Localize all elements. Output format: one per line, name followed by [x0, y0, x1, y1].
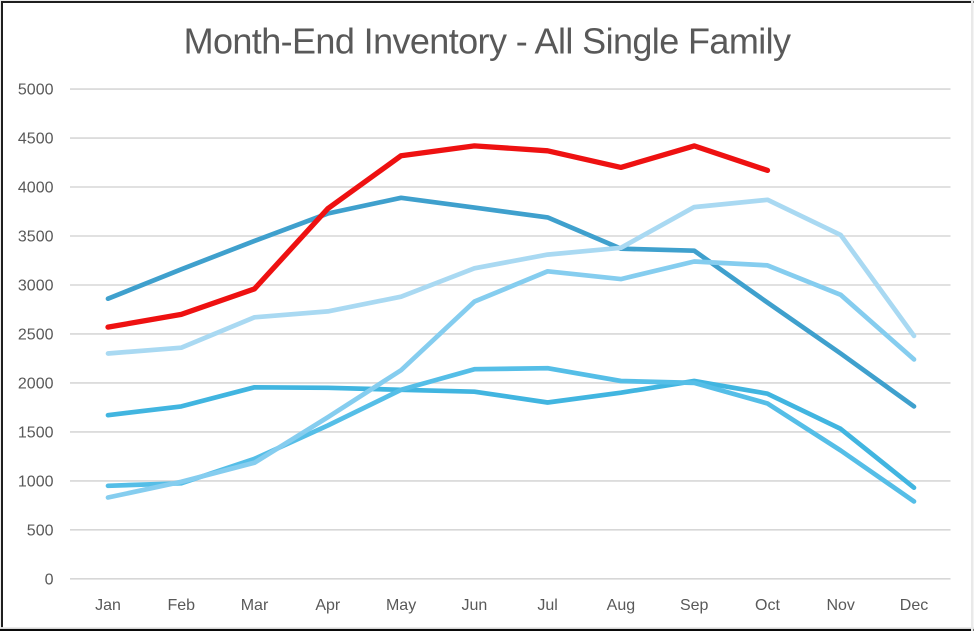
svg-text:Dec: Dec: [900, 597, 928, 614]
svg-text:4500: 4500: [18, 131, 54, 148]
svg-text:2500: 2500: [18, 326, 54, 343]
svg-text:3500: 3500: [18, 229, 54, 246]
svg-text:Jan: Jan: [95, 597, 121, 614]
svg-text:Jul: Jul: [537, 597, 557, 614]
svg-text:2000: 2000: [18, 375, 54, 392]
svg-text:Sep: Sep: [680, 597, 709, 614]
svg-text:3000: 3000: [18, 278, 54, 295]
svg-text:500: 500: [27, 522, 54, 539]
svg-text:1500: 1500: [18, 424, 54, 441]
svg-text:Aug: Aug: [607, 597, 635, 614]
svg-text:5000: 5000: [18, 82, 54, 99]
svg-text:May: May: [386, 597, 416, 614]
svg-text:Jun: Jun: [462, 597, 488, 614]
svg-text:Oct: Oct: [755, 597, 780, 614]
svg-text:Feb: Feb: [168, 597, 196, 614]
svg-text:0: 0: [45, 571, 54, 588]
svg-text:Apr: Apr: [315, 597, 341, 614]
svg-text:Mar: Mar: [241, 597, 269, 614]
svg-text:4000: 4000: [18, 180, 54, 197]
svg-text:Nov: Nov: [826, 597, 854, 614]
svg-text:1000: 1000: [18, 473, 54, 490]
svg-text:Month-End Inventory - All Sing: Month-End Inventory - All Single Family: [184, 21, 791, 62]
